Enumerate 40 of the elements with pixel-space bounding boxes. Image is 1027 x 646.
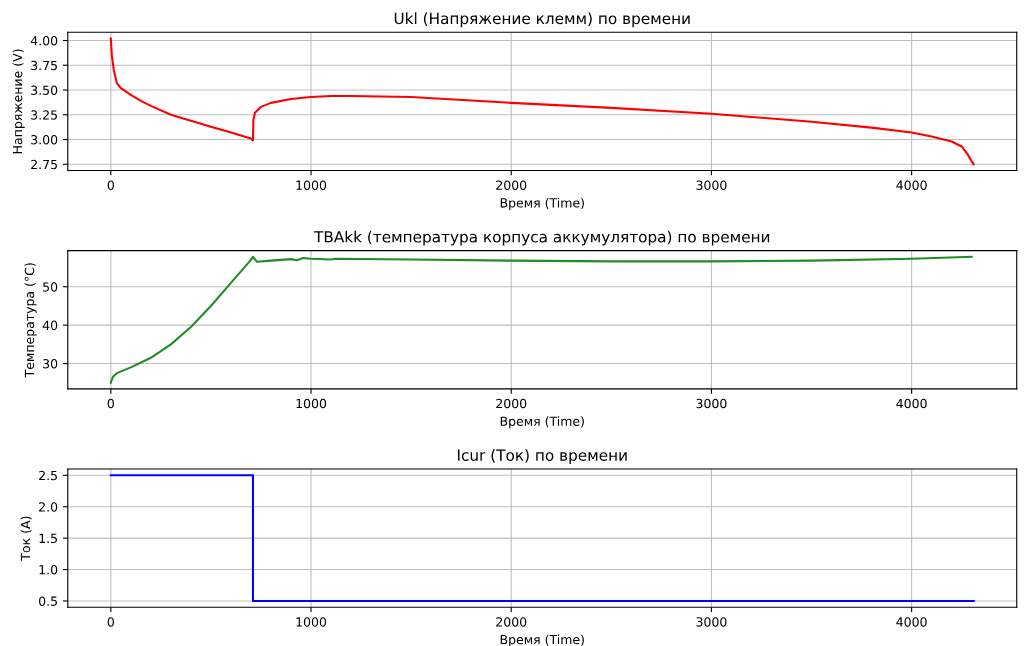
x-tick-label: 4000 xyxy=(896,180,927,190)
x-tick-label: 2000 xyxy=(496,617,527,627)
x-tick-label: 0 xyxy=(107,180,114,190)
x-tick-label: 4000 xyxy=(896,617,927,627)
x-axis-title: Время (Time) xyxy=(500,416,584,429)
x-tick-label: 1000 xyxy=(296,398,327,409)
y-tick-label: 50 xyxy=(43,282,58,292)
y-tick-label: 3.00 xyxy=(31,134,58,145)
y-tick-label: 3.50 xyxy=(31,85,58,95)
x-tick-label: 2000 xyxy=(496,180,527,190)
chart-title: Icur (Ток) по времени xyxy=(457,449,627,464)
x-axis-title: Время (Time) xyxy=(500,634,584,646)
y-tick-label: 2.75 xyxy=(31,159,57,170)
y-axis-title: Температура (°C) xyxy=(24,263,37,378)
x-tick-label: 0 xyxy=(107,398,114,409)
y-tick-label: 2.0 xyxy=(39,502,58,512)
x-axis-title: Время (Time) xyxy=(500,197,584,210)
y-tick-label: 40 xyxy=(42,320,58,331)
chart-title: TBAkk (температура корпуса аккумулятора) по времени xyxy=(313,230,770,246)
y-axis-title: Напряжение (V) xyxy=(12,49,25,154)
x-tick-label: 4000 xyxy=(896,398,927,409)
x-tick-label: 0 xyxy=(107,617,114,627)
x-tick-label: 2000 xyxy=(496,398,527,409)
y-axis-title: Ток (A) xyxy=(20,516,32,561)
line-series xyxy=(109,37,975,166)
y-tick-label: 2.5 xyxy=(39,470,57,481)
y-tick-label: 3.75 xyxy=(31,60,57,71)
x-tick-label: 3000 xyxy=(696,180,727,190)
y-tick-label: 1.0 xyxy=(39,565,58,575)
x-tick-label: 3000 xyxy=(696,398,727,409)
y-tick-label: 30 xyxy=(43,359,58,369)
x-tick-label: 3000 xyxy=(696,617,727,627)
x-tick-label: 1000 xyxy=(296,180,327,190)
y-tick-label: 1.5 xyxy=(39,533,57,544)
y-tick-label: 4.00 xyxy=(30,35,58,46)
x-tick-label: 1000 xyxy=(296,617,327,627)
chart-title: Ukl (Напряжение клемм) по времени xyxy=(394,12,690,28)
line-series xyxy=(109,255,973,384)
y-tick-label: 0.5 xyxy=(39,596,57,606)
y-tick-label: 3.25 xyxy=(31,110,57,120)
